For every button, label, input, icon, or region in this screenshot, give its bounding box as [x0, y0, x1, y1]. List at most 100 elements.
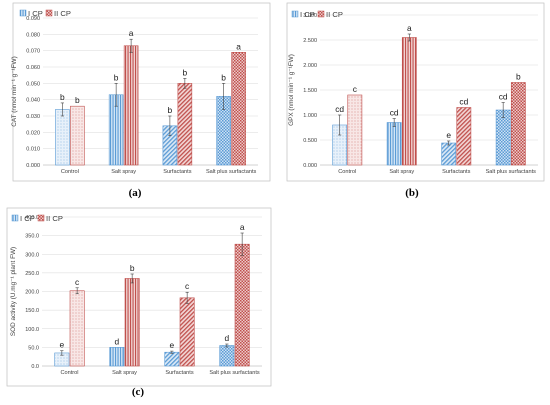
- chart1-ytick-label: 0.000: [303, 163, 317, 169]
- chart2-ytick-label: 250.0: [25, 271, 39, 277]
- chart0-legend-label-iicp: II CP: [54, 9, 71, 18]
- chart0-ytick-label: 0.030: [26, 114, 40, 120]
- chart0-category-label: Salt spray: [111, 169, 136, 175]
- chart1-legend-swatch-iicp: [317, 10, 325, 18]
- chart2-bar-iicp: [124, 278, 140, 367]
- chart1-bar-icp: [386, 122, 402, 166]
- chart1-significance-letter: e: [446, 130, 451, 140]
- chart1-ytick-label: 1.000: [303, 113, 317, 119]
- chart0-legend-swatch-icp: [19, 9, 27, 17]
- chart2-ytick-label: 200.0: [25, 290, 39, 296]
- chart2-significance-letter: a: [240, 222, 245, 232]
- chart1-bar-icp: [441, 142, 457, 166]
- chart2-significance-letter: c: [75, 277, 79, 287]
- chart0-significance-letter: b: [168, 105, 173, 115]
- chart2-category-label: Salt spray: [112, 370, 137, 376]
- chart2-bar-iicp: [69, 290, 85, 367]
- chart0-y-axis-label: CAT (nmol min⁻¹ g⁻¹FW): [11, 56, 18, 126]
- chart0-ytick-label: 0.050: [26, 81, 40, 87]
- chart0-ytick-label: 0.080: [26, 32, 40, 38]
- chart2-category-label: Surfactants: [165, 370, 193, 376]
- chart2-legend-label-icp: I CP: [20, 214, 35, 223]
- chart2-significance-letter: b: [130, 263, 135, 273]
- chart2-ytick-label: 150.0: [25, 308, 39, 314]
- chart1-legend-label-icp: I CP: [300, 10, 315, 19]
- chart2-legend-label-iicp: II CP: [46, 214, 63, 223]
- chart0-category-label: Control: [61, 169, 79, 175]
- chart0-category-label: Salt plus surfactants: [206, 169, 257, 175]
- chart1-significance-letter: cd: [459, 97, 468, 107]
- chart1-bar-icp: [495, 109, 511, 166]
- chart1-category-label: Salt plus surfactants: [486, 169, 537, 175]
- chart2-bar-iicp: [179, 297, 195, 367]
- chart0-legend-label-icp: I CP: [28, 9, 43, 18]
- chart2-bar-icp: [219, 345, 235, 367]
- chart0-significance-letter: b: [183, 67, 188, 77]
- chart0-bar-icp: [55, 109, 70, 166]
- chart1-ytick-label: 1.500: [303, 88, 317, 94]
- chart1-bar-iicp: [347, 94, 363, 166]
- chart1-significance-letter: cd: [499, 92, 508, 102]
- chart0-ytick-label: 0.070: [26, 49, 40, 55]
- chart0-bar-iicp: [70, 105, 85, 166]
- chart1-y-axis-label: GPX (nmol min⁻¹ g⁻¹FW): [288, 54, 295, 126]
- chart2-legend-swatch-iicp: [37, 214, 45, 222]
- chart2-ytick-label: 350.0: [25, 234, 39, 240]
- chart0-category-label: Surfactants: [163, 169, 191, 175]
- chart2-bar-icp: [164, 351, 180, 367]
- chart2-significance-letter: d: [115, 336, 120, 346]
- chart2-category-label: Salt plus surfactants: [209, 370, 260, 376]
- chart2-significance-letter: c: [185, 281, 189, 291]
- chart2-ytick-label: 0.0: [31, 364, 39, 370]
- chart0-significance-letter: b: [60, 92, 65, 102]
- chart1-significance-letter: cd: [390, 108, 399, 118]
- chart1-significance-letter: b: [516, 72, 521, 82]
- chart0-legend-swatch-iicp: [45, 9, 53, 17]
- chart1-category-label: Control: [338, 169, 356, 175]
- chart2-category-label: Control: [60, 370, 78, 376]
- chart1-bar-iicp: [456, 107, 472, 166]
- chart0-panel-label: (a): [129, 187, 142, 199]
- chart2-ytick-label: 50.0: [28, 345, 39, 351]
- chart2-panel-label: (c): [132, 386, 145, 398]
- chart2-significance-letter: e: [170, 340, 175, 350]
- chart1-legend-swatch-icp: [291, 10, 299, 18]
- chart0-bar-iicp: [231, 51, 246, 166]
- chart0-significance-letter: a: [236, 41, 241, 51]
- chart1-ytick-label: 0.500: [303, 138, 317, 144]
- chart2-bar-icp: [109, 347, 125, 367]
- chart0-ytick-label: 0.000: [26, 163, 40, 169]
- chart1-significance-letter: cd: [335, 104, 344, 114]
- chart1-bar-iicp: [401, 37, 417, 166]
- chart1-ytick-label: 2.000: [303, 63, 317, 69]
- chart0-ytick-label: 0.060: [26, 65, 40, 71]
- chart2-significance-letter: d: [225, 333, 230, 343]
- chart1-ytick-label: 3.000: [303, 13, 317, 19]
- chart2-bar-iicp: [234, 243, 250, 367]
- chart0-ytick-label: 0.040: [26, 98, 40, 104]
- chart1-significance-letter: c: [353, 84, 357, 94]
- chart0-ytick-label: 0.020: [26, 130, 40, 136]
- chart1-bar-iicp: [510, 82, 526, 166]
- chart1-category-label: Surfactants: [442, 169, 470, 175]
- chart2-ytick-label: 400.0: [25, 215, 39, 221]
- chart1-legend-label-iicp: II CP: [326, 10, 343, 19]
- chart1-significance-letter: a: [407, 23, 412, 33]
- chart0-significance-letter: b: [114, 72, 119, 82]
- chart0-significance-letter: b: [75, 95, 80, 105]
- chart2-ytick-label: 300.0: [25, 252, 39, 258]
- chart1-category-label: Salt spray: [389, 169, 414, 175]
- chart2-y-axis-label: SOD activity (U.mg⁻¹ plant FW): [10, 247, 17, 336]
- chart0-bar-iicp: [177, 83, 193, 166]
- chart1-ytick-label: 2.500: [303, 38, 317, 44]
- chart0-significance-letter: b: [221, 72, 226, 82]
- chart2-legend-swatch-icp: [11, 214, 19, 222]
- chart0-ytick-label: 0.090: [26, 16, 40, 22]
- chart0-bar-iicp: [123, 45, 139, 166]
- chart0-significance-letter: a: [129, 28, 134, 38]
- chart1-panel-label: (b): [405, 187, 419, 199]
- chart2-ytick-label: 100.0: [25, 327, 39, 333]
- chart2-significance-letter: e: [60, 340, 65, 350]
- chart0-ytick-label: 0.010: [26, 147, 40, 153]
